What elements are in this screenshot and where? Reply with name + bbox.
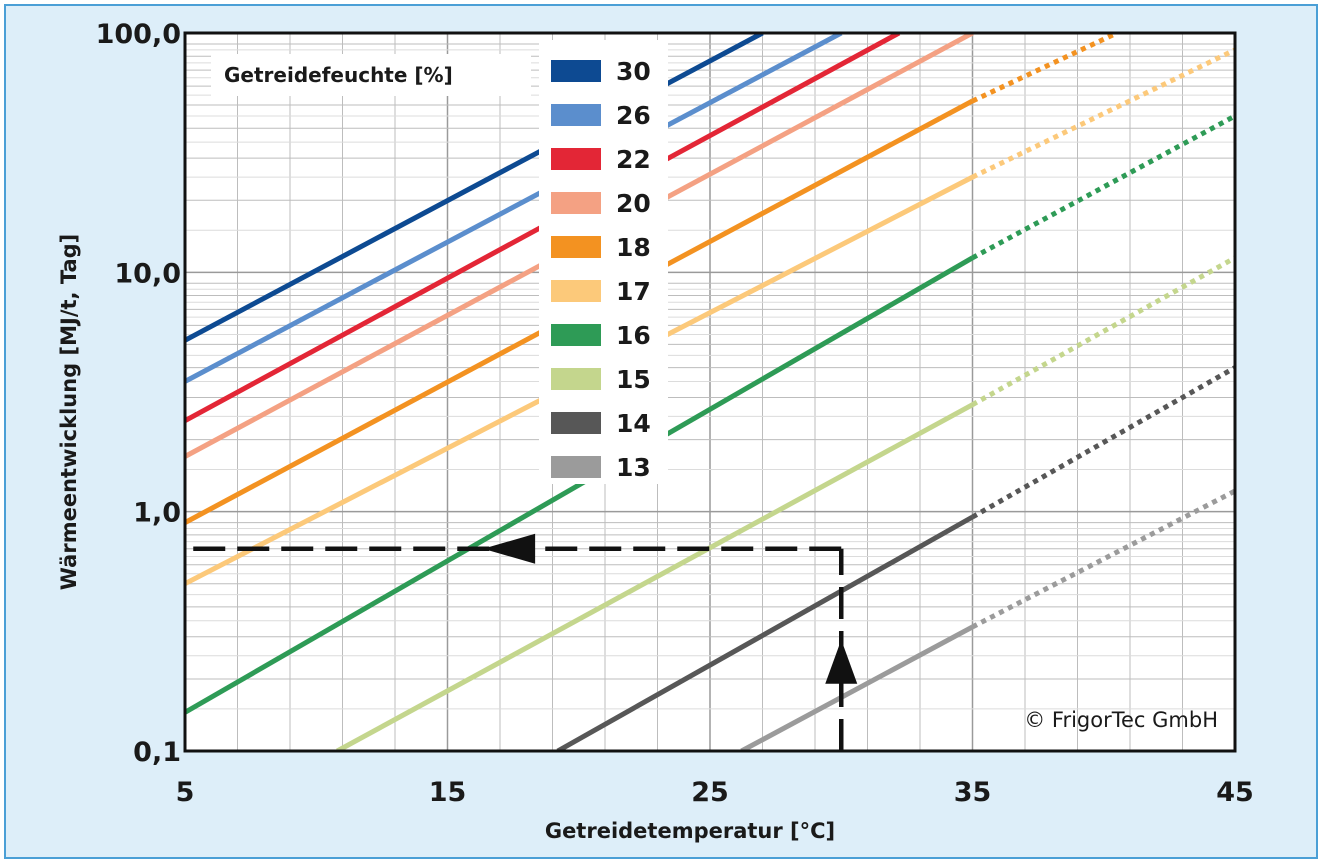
series-14-solid [556,514,974,751]
legend-label-17: 17 [616,277,651,306]
series-15-dotted [971,255,1235,407]
annotation-arrow-up [825,639,858,684]
legend-swatch-30 [551,60,601,82]
tick-labels: 5 15 25 35 45 0,1 1,0 10,0 100,0 [96,19,1254,808]
y-tick-label: 0,1 [133,737,181,768]
legend-label-16: 16 [616,321,651,350]
legend-swatch-15 [551,368,601,390]
legend-swatch-26 [551,104,601,126]
legend: Getreidefeuchte [%] 30 26 22 20 18 17 16 15 14 13 [211,40,668,484]
legend-swatch-22 [551,148,601,170]
legend-label-22: 22 [616,145,651,174]
series-18-dotted [971,33,1118,104]
series-lines [185,33,1235,751]
chart-svg: Getreidefeuchte [%] 30262220181716151413 … [57,19,1254,843]
x-tick-label: 15 [429,777,467,808]
chart-frame: Getreidefeuchte [%] 30 26 22 20 18 17 16 15 14 13 … [4,4,1318,859]
annotation-arrow-left [483,533,536,564]
legend-swatch-20 [551,192,601,214]
y-tick-label: 1,0 [133,498,181,529]
y-axis-label: Wärmeentwicklung [MJ/t, Tag] [57,234,81,590]
series-16-solid [185,255,974,715]
series-15-solid [336,402,974,751]
grid [184,33,1236,752]
legend-swatch-13 [551,456,601,478]
legend-title: Getreidefeuchte [%] [224,63,453,87]
copyright-credit: © FrigorTec GmbH [1024,708,1218,732]
x-tick-label: 35 [954,777,992,808]
y-tick-label: 10,0 [114,258,181,289]
legend-title-background [211,54,531,96]
plot-border [183,31,1237,753]
series-14-dotted [971,365,1235,520]
legend-label-13: 13 [616,453,651,482]
y-tick-label: 100,0 [96,19,181,50]
x-tick-label: 25 [691,777,729,808]
legend-swatch-16 [551,324,601,346]
x-tick-label: 45 [1216,777,1254,808]
legend-label-20: 20 [616,189,651,218]
legend-label-14: 14 [616,409,651,438]
x-tick-label: 5 [176,777,195,808]
legend-label-26: 26 [616,101,651,130]
series-26-solid [185,33,843,384]
legend-label-15: 15 [616,365,651,394]
legend-swatch-14 [551,412,601,434]
x-axis-label: Getreidetemperatur [°C] [545,819,835,843]
legend-swatch-17 [551,280,601,302]
series-17-dotted [971,47,1235,180]
legend-label-18: 18 [616,233,651,262]
plot-border-rect [183,31,1237,753]
legend-swatch-18 [551,236,601,258]
legend-label-30: 30 [616,57,651,86]
annotation [185,533,858,751]
series-13-solid [740,624,974,751]
